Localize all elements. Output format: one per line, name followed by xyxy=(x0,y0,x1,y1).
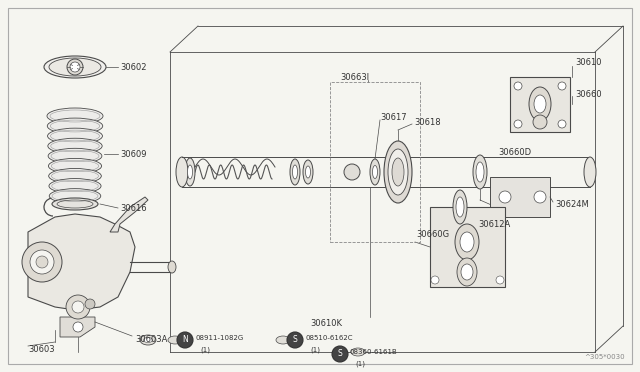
Text: (1): (1) xyxy=(200,347,210,353)
Text: 30618: 30618 xyxy=(414,118,440,126)
Ellipse shape xyxy=(276,336,290,344)
Ellipse shape xyxy=(456,197,464,217)
Ellipse shape xyxy=(305,166,310,178)
Circle shape xyxy=(85,299,95,309)
Circle shape xyxy=(514,82,522,90)
Ellipse shape xyxy=(49,58,101,76)
Ellipse shape xyxy=(290,159,300,185)
Ellipse shape xyxy=(392,158,404,186)
Ellipse shape xyxy=(49,189,100,203)
Ellipse shape xyxy=(457,258,477,286)
Ellipse shape xyxy=(388,149,408,195)
Ellipse shape xyxy=(47,108,103,124)
Ellipse shape xyxy=(473,155,487,189)
Circle shape xyxy=(66,295,90,319)
Circle shape xyxy=(70,62,80,72)
Ellipse shape xyxy=(476,162,484,182)
Circle shape xyxy=(72,301,84,313)
Polygon shape xyxy=(60,317,95,337)
Circle shape xyxy=(558,120,566,128)
Ellipse shape xyxy=(370,159,380,185)
Ellipse shape xyxy=(529,87,551,121)
Circle shape xyxy=(558,82,566,90)
Circle shape xyxy=(73,322,83,332)
Text: 30660: 30660 xyxy=(575,90,602,99)
Circle shape xyxy=(514,120,522,128)
Text: 30610K: 30610K xyxy=(310,320,342,328)
Text: 30602: 30602 xyxy=(120,62,147,71)
Text: 30603A: 30603A xyxy=(135,334,168,343)
Text: 30612A: 30612A xyxy=(478,219,510,228)
Text: N: N xyxy=(182,336,188,344)
Ellipse shape xyxy=(44,56,106,78)
Ellipse shape xyxy=(188,165,193,179)
Text: S: S xyxy=(338,350,342,359)
Ellipse shape xyxy=(185,158,195,186)
Ellipse shape xyxy=(534,95,546,113)
Polygon shape xyxy=(28,214,135,310)
Text: 30624M: 30624M xyxy=(555,199,589,208)
Text: ^305*0030: ^305*0030 xyxy=(584,354,625,360)
Text: 30660G: 30660G xyxy=(416,230,449,238)
Text: 08360-6161B: 08360-6161B xyxy=(350,349,397,355)
Text: 30660D: 30660D xyxy=(498,148,531,157)
Ellipse shape xyxy=(372,166,378,179)
Ellipse shape xyxy=(49,158,102,174)
Text: 08911-1082G: 08911-1082G xyxy=(196,335,244,341)
Bar xyxy=(330,82,420,242)
Ellipse shape xyxy=(584,157,596,187)
Circle shape xyxy=(67,59,83,75)
Circle shape xyxy=(499,191,511,203)
Ellipse shape xyxy=(384,141,412,203)
Ellipse shape xyxy=(140,335,156,345)
Circle shape xyxy=(332,346,348,362)
Bar xyxy=(490,177,550,217)
Circle shape xyxy=(533,115,547,129)
Ellipse shape xyxy=(460,232,474,252)
Bar xyxy=(430,207,505,287)
Ellipse shape xyxy=(143,337,152,343)
Ellipse shape xyxy=(48,138,102,154)
Text: 30663l: 30663l xyxy=(340,73,369,81)
Circle shape xyxy=(30,250,54,274)
Ellipse shape xyxy=(303,160,313,184)
Circle shape xyxy=(534,191,546,203)
Ellipse shape xyxy=(49,179,101,193)
Ellipse shape xyxy=(168,336,182,344)
Circle shape xyxy=(431,276,439,284)
Text: 30617: 30617 xyxy=(380,112,406,122)
Ellipse shape xyxy=(47,128,102,144)
Ellipse shape xyxy=(351,348,365,356)
Text: 30603: 30603 xyxy=(28,346,54,355)
Text: 08510-6162C: 08510-6162C xyxy=(306,335,353,341)
Ellipse shape xyxy=(52,198,98,210)
Ellipse shape xyxy=(47,118,103,134)
Text: 30609: 30609 xyxy=(120,150,147,158)
Ellipse shape xyxy=(48,148,102,164)
Circle shape xyxy=(287,332,303,348)
Ellipse shape xyxy=(461,264,473,280)
Ellipse shape xyxy=(168,261,176,273)
Ellipse shape xyxy=(49,169,101,183)
Circle shape xyxy=(22,242,62,282)
Text: 30610: 30610 xyxy=(575,58,602,67)
Circle shape xyxy=(177,332,193,348)
Ellipse shape xyxy=(292,165,298,179)
Text: (1): (1) xyxy=(310,347,320,353)
Text: S: S xyxy=(292,336,298,344)
Text: 30616: 30616 xyxy=(120,203,147,212)
Circle shape xyxy=(36,256,48,268)
Circle shape xyxy=(344,164,360,180)
Ellipse shape xyxy=(455,224,479,260)
Circle shape xyxy=(496,276,504,284)
Polygon shape xyxy=(110,197,148,232)
Bar xyxy=(510,77,570,132)
Ellipse shape xyxy=(453,190,467,224)
Text: (1): (1) xyxy=(355,361,365,367)
Ellipse shape xyxy=(176,157,188,187)
